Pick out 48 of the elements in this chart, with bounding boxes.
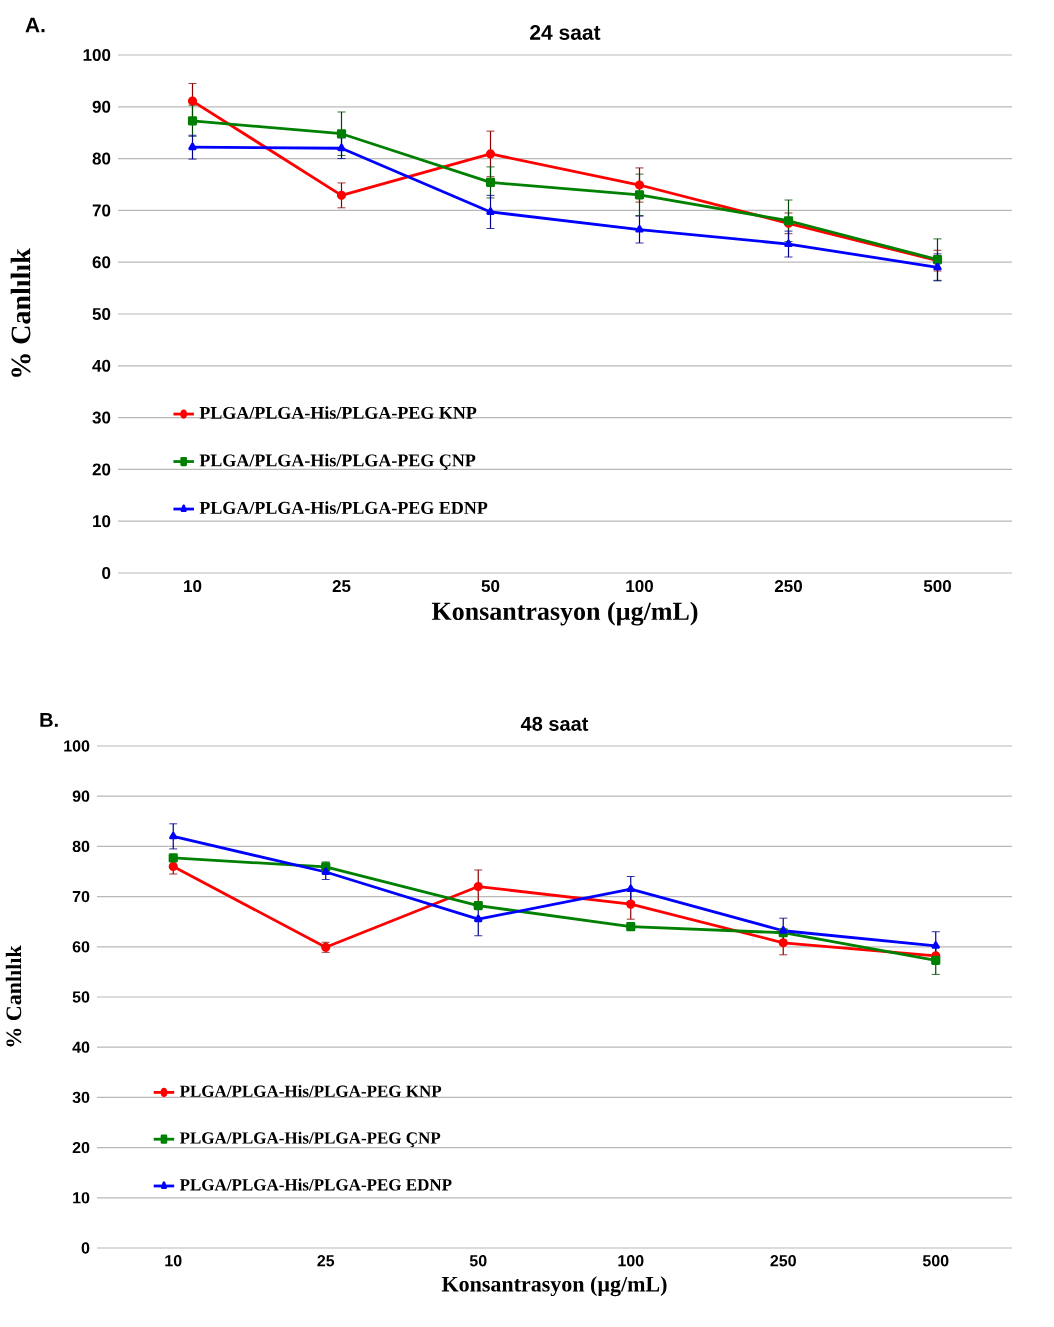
y-tick-label: 90 [72,790,90,802]
chart-title: 24 saat [530,25,601,40]
x-tick-label: 50 [469,1255,487,1267]
y-tick-label: 70 [92,204,111,217]
y-tick-label: 30 [72,1091,90,1104]
x-tick-label: 50 [481,580,500,593]
y-axis-title: % Canlılık [5,945,22,1047]
legend-label: PLGA/PLGA-His/PLGA-PEG KNP [199,406,477,419]
y-tick-label: 20 [92,463,111,476]
y-tick-label: 0 [81,1242,90,1254]
x-tick-label: 500 [923,580,951,593]
y-tick-label: 80 [92,152,111,165]
y-tick-label: 90 [92,100,111,113]
y-tick-label: 10 [93,515,111,528]
y-tick-label: 60 [72,941,90,953]
legend-label: PLGA/PLGA-His/PLGA-PEG KNP [179,1085,442,1097]
y-tick-label: 70 [72,890,90,903]
y-tick-label: 20 [72,1141,90,1154]
y-tick-label: 50 [72,991,90,1003]
x-tick-label: 100 [626,580,653,593]
legend-label: PLGA/PLGA-His/PLGA-PEG ÇNP [199,453,476,470]
x-tick-label: 25 [332,580,351,593]
x-tick-label: 10 [184,580,202,593]
y-tick-label: 80 [72,840,90,853]
y-tick-label: 40 [92,359,111,372]
y-tick-label: 60 [92,256,111,269]
text: A. [25,17,45,33]
x-tick-label: 250 [770,1255,796,1267]
text: B. [40,713,58,727]
x-tick-label: 10 [165,1255,182,1267]
y-tick-label: 40 [72,1041,90,1053]
legend-label: PLGA/PLGA-His/PLGA-PEG EDNP [199,501,488,514]
x-axis-title: Konsantrasyon (µg/mL) [441,1276,667,1297]
legend-label: PLGA/PLGA-His/PLGA-PEG EDNP [179,1178,452,1191]
legend-label: PLGA/PLGA-His/PLGA-PEG ÇNP [179,1131,441,1148]
y-tick-label: 100 [64,740,90,752]
y-tick-label: 10 [73,1192,90,1204]
x-tick-label: 250 [774,580,802,593]
x-tick-label: 500 [922,1255,949,1267]
y-tick-label: 100 [83,48,111,61]
y-axis-title: % Canlılık [10,248,31,377]
x-tick-label: 25 [317,1255,335,1267]
y-tick-label: 0 [102,566,111,579]
x-tick-label: 100 [618,1255,644,1267]
x-axis-title: Konsantrasyon (µg/mL) [431,601,698,626]
chart-title: 48 saat [520,716,589,731]
y-tick-label: 30 [92,411,111,424]
y-tick-label: 50 [92,307,111,320]
